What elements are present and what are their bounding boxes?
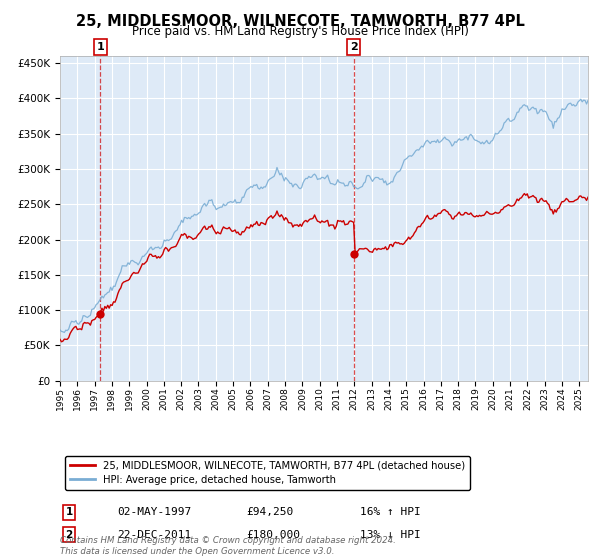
Text: 02-MAY-1997: 02-MAY-1997 [117, 507, 191, 517]
Text: 1: 1 [97, 42, 104, 52]
Text: Price paid vs. HM Land Registry's House Price Index (HPI): Price paid vs. HM Land Registry's House … [131, 25, 469, 38]
Text: £180,000: £180,000 [246, 530, 300, 540]
Text: 2: 2 [350, 42, 358, 52]
Text: 22-DEC-2011: 22-DEC-2011 [117, 530, 191, 540]
Legend: 25, MIDDLESMOOR, WILNECOTE, TAMWORTH, B77 4PL (detached house), HPI: Average pri: 25, MIDDLESMOOR, WILNECOTE, TAMWORTH, B7… [65, 456, 470, 489]
Text: 2: 2 [65, 530, 73, 540]
Text: Contains HM Land Registry data © Crown copyright and database right 2024.
This d: Contains HM Land Registry data © Crown c… [60, 536, 396, 556]
Text: 16% ↑ HPI: 16% ↑ HPI [360, 507, 421, 517]
Text: 1: 1 [65, 507, 73, 517]
Text: 25, MIDDLESMOOR, WILNECOTE, TAMWORTH, B77 4PL: 25, MIDDLESMOOR, WILNECOTE, TAMWORTH, B7… [76, 14, 524, 29]
Text: 13% ↓ HPI: 13% ↓ HPI [360, 530, 421, 540]
Text: £94,250: £94,250 [246, 507, 293, 517]
